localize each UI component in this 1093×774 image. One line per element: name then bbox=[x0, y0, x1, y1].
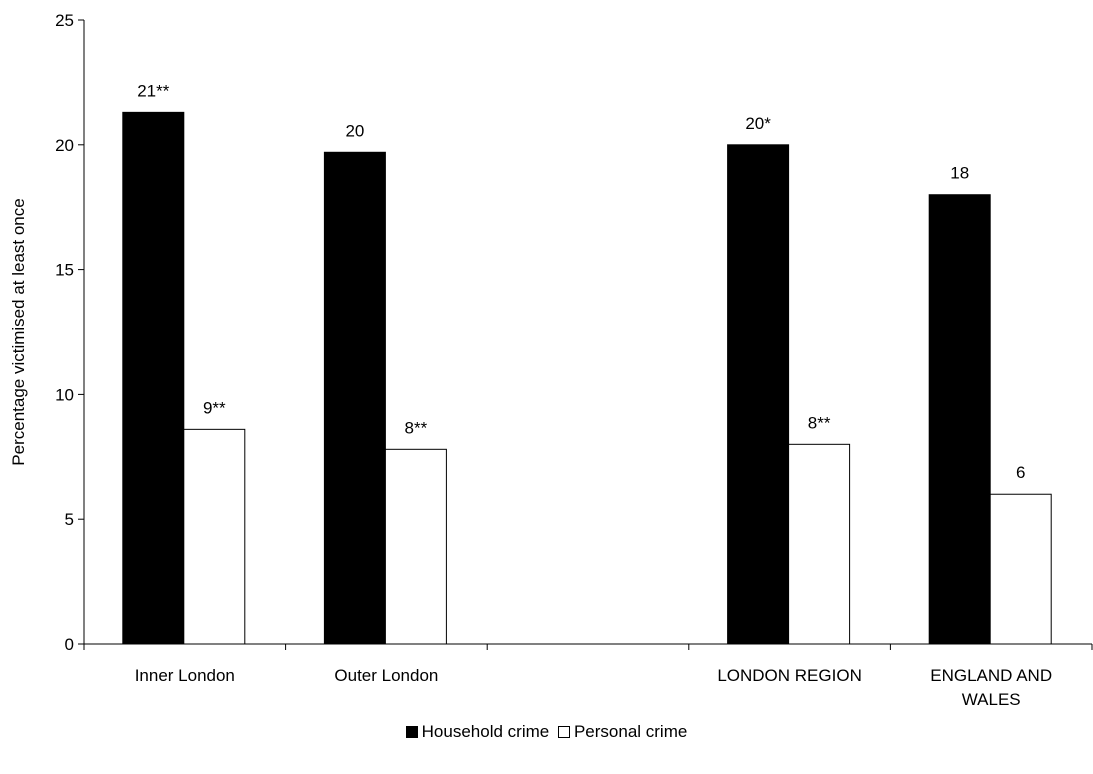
data-label-household: 20 bbox=[345, 121, 364, 140]
data-label-personal: 6 bbox=[1016, 463, 1025, 482]
x-axis: Inner London Outer London LONDON REGION ENG… bbox=[83, 643, 1093, 709]
x-category-label: Outer London bbox=[334, 666, 438, 685]
legend-swatch-personal bbox=[557, 726, 570, 738]
x-category-label: Inner London bbox=[135, 666, 235, 685]
data-label-household: 20* bbox=[745, 114, 771, 133]
legend-item-household: Household crime bbox=[405, 722, 550, 742]
bar-household bbox=[928, 194, 991, 645]
bar-personal bbox=[183, 428, 246, 645]
legend: Household crime Personal crime bbox=[0, 722, 1093, 743]
y-axis: 0 5 10 15 20 25 bbox=[55, 11, 85, 654]
bars bbox=[122, 111, 1052, 645]
y-axis-title: Percentage victimised at least once bbox=[9, 198, 28, 465]
data-label-personal: 8** bbox=[405, 418, 428, 437]
legend-label-household: Household crime bbox=[421, 722, 550, 741]
x-category-label: LONDON REGION bbox=[717, 666, 862, 685]
y-tick-label: 5 bbox=[65, 510, 74, 529]
x-category-label: ENGLAND AND bbox=[930, 666, 1052, 685]
data-label-household: 21** bbox=[137, 81, 170, 100]
bar-personal bbox=[989, 493, 1052, 645]
y-tick-label: 25 bbox=[55, 11, 74, 30]
y-tick-label: 20 bbox=[55, 136, 74, 155]
legend-label-personal: Personal crime bbox=[573, 722, 688, 741]
data-labels: 21** 20 20* 18 9** 8** 8** 6 bbox=[137, 81, 1025, 482]
bar-household bbox=[323, 151, 386, 645]
bar-personal bbox=[788, 443, 851, 645]
legend-item-personal: Personal crime bbox=[557, 722, 688, 742]
data-label-personal: 9** bbox=[203, 398, 226, 417]
y-tick-label: 15 bbox=[55, 261, 74, 280]
y-tick-label: 10 bbox=[55, 385, 74, 404]
x-category-label: WALES bbox=[962, 690, 1021, 709]
data-label-personal: 8** bbox=[808, 413, 831, 432]
bar-household bbox=[727, 144, 790, 645]
bar-personal bbox=[384, 448, 447, 645]
bar-household bbox=[122, 111, 185, 645]
y-tick-label: 0 bbox=[65, 635, 74, 654]
data-label-household: 18 bbox=[950, 164, 969, 183]
legend-swatch-household bbox=[405, 726, 418, 738]
bar-chart: 0 5 10 15 20 25 Inner London Outer London LONDO… bbox=[9, 11, 1093, 709]
